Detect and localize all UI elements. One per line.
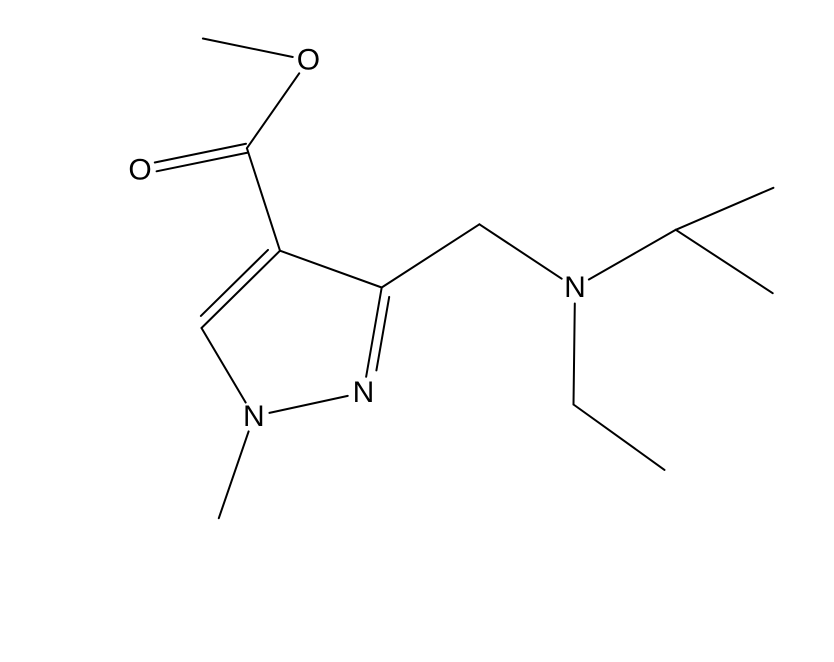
chemical-structure-diagram: O O N N N — [0, 0, 834, 662]
atom-label-n: N — [564, 271, 586, 304]
atom-label-o: O — [128, 154, 151, 187]
atom-label-n: N — [353, 376, 375, 409]
atom-label-n: N — [243, 400, 265, 433]
atom-label-o: O — [297, 44, 320, 77]
